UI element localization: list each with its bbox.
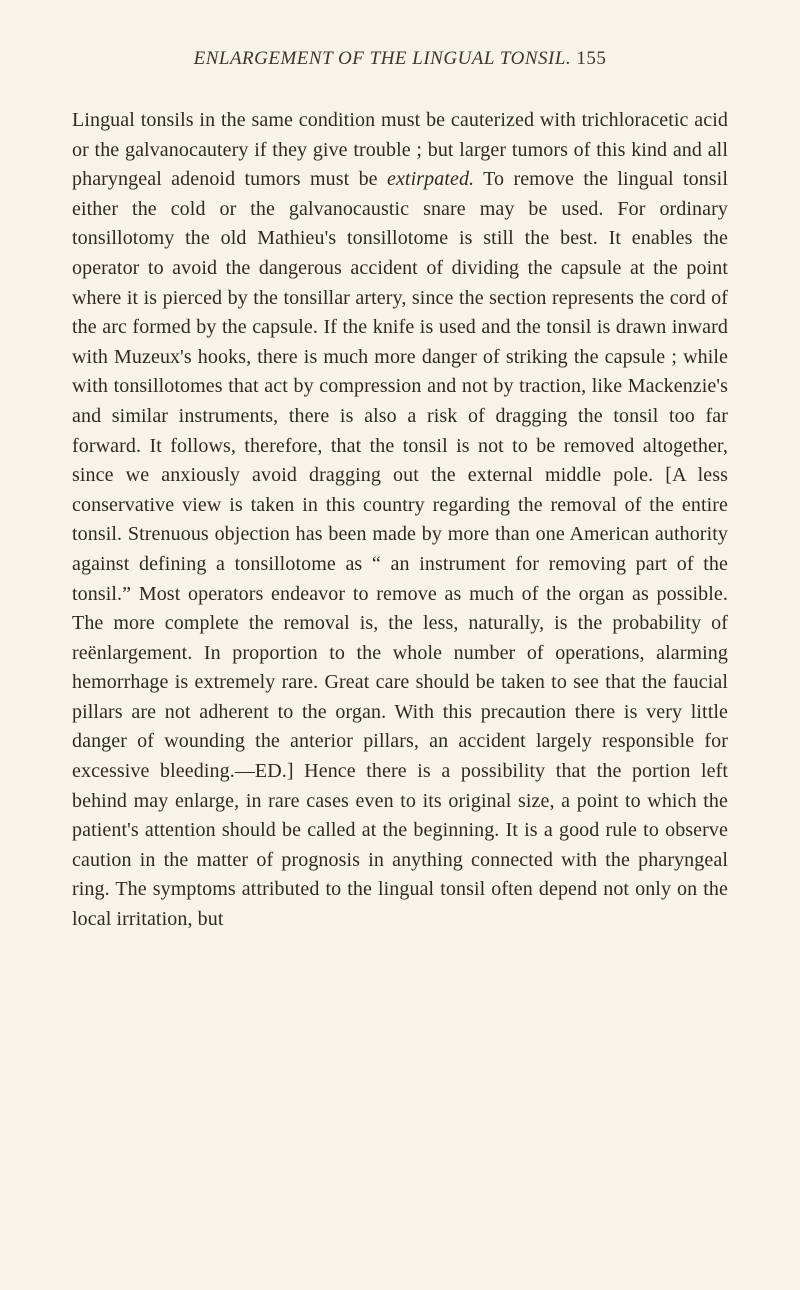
italic-word-extirpated: extirpated.: [387, 168, 474, 190]
smallcap-d: D: [267, 760, 282, 782]
text-segment-3: .] Hence there is a possibility that the…: [72, 760, 728, 930]
body-paragraph: Lingual tonsils in the same condition mu…: [72, 106, 728, 935]
page-number: 155: [576, 48, 606, 69]
text-segment-2: To remove the lingual tonsil either the …: [72, 168, 728, 782]
running-header: ENLARGEMENT OF THE LINGUAL TONSIL. 155: [72, 48, 728, 70]
running-title: ENLARGEMENT OF THE LINGUAL TONSIL.: [194, 48, 572, 69]
